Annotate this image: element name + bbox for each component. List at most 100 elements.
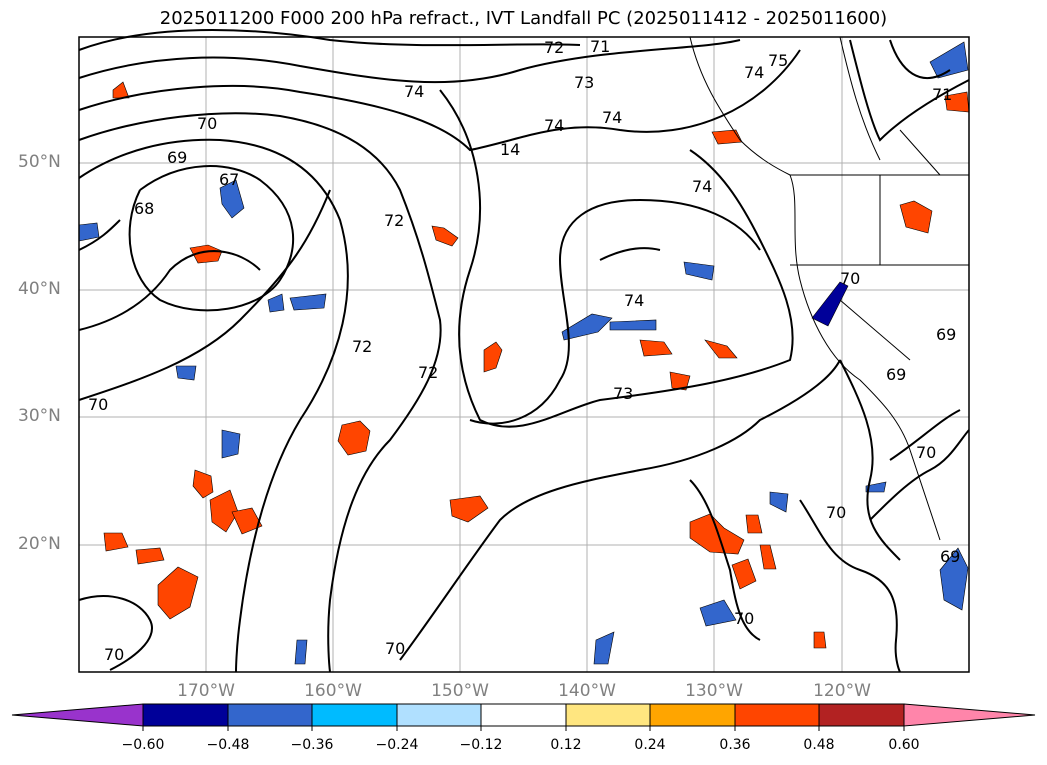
contour-label: 72 xyxy=(352,337,372,356)
positive-patch xyxy=(731,558,757,590)
negative-patch xyxy=(769,491,789,513)
lat-label: 40°N xyxy=(18,279,61,299)
contour-label: 72 xyxy=(384,211,404,230)
contour-label: 74 xyxy=(624,291,644,310)
contour-label: 14 xyxy=(500,140,520,159)
contour-label: 71 xyxy=(590,37,610,56)
contour-label: 70 xyxy=(197,114,217,133)
colorbar-tick-label: 0.12 xyxy=(550,737,582,753)
negative-patch xyxy=(811,281,849,327)
positive-patch xyxy=(103,532,129,552)
negative-patch xyxy=(929,41,969,79)
positive-patch xyxy=(135,547,165,565)
negative-patch xyxy=(294,639,308,665)
positive-patch xyxy=(209,489,239,533)
negative-patch xyxy=(267,293,285,313)
contour-lines xyxy=(78,29,970,673)
positive-patch xyxy=(431,225,459,247)
contour-label: 69 xyxy=(940,547,960,566)
contour-label: 74 xyxy=(692,177,712,196)
contour-label: 67 xyxy=(219,170,239,189)
negative-patch xyxy=(289,293,327,311)
contour-label: 72 xyxy=(418,363,438,382)
lon-label: 120°W xyxy=(813,681,871,701)
colorbar-segment xyxy=(649,703,736,727)
contour-label: 70 xyxy=(385,639,405,658)
positive-patch xyxy=(813,631,827,649)
contour-label: 70 xyxy=(840,269,860,288)
coastlines xyxy=(689,36,969,541)
contour-label: 75 xyxy=(768,51,788,70)
colorbar-segment xyxy=(818,703,905,727)
contour-label: 74 xyxy=(404,82,424,101)
positive-patch xyxy=(189,244,223,264)
contour-label: 73 xyxy=(613,384,633,403)
map-frame xyxy=(78,36,970,673)
lat-label: 30°N xyxy=(18,406,61,426)
colorbar-tick-label: −0.60 xyxy=(121,737,165,753)
colorbar xyxy=(11,703,1036,731)
colorbar-tick-label: 0.36 xyxy=(719,737,751,753)
negative-patch xyxy=(219,179,245,219)
colorbar-tick-label: −0.12 xyxy=(459,737,503,753)
negative-patch xyxy=(865,481,887,493)
negative-patch xyxy=(609,319,657,331)
colorbar-segment xyxy=(396,703,482,727)
positive-patch xyxy=(669,371,691,391)
positive-patch xyxy=(157,566,199,620)
shaded-features xyxy=(78,41,970,665)
positive-patch xyxy=(449,495,489,523)
colorbar-tick-label: −0.24 xyxy=(375,737,419,753)
positive-patch xyxy=(899,200,933,234)
contour-label: 70 xyxy=(104,645,124,664)
contour-label: 72 xyxy=(544,38,564,57)
contour-label: 70 xyxy=(88,395,108,414)
lat-label: 50°N xyxy=(18,152,61,172)
contour-label: 74 xyxy=(744,63,764,82)
negative-patch xyxy=(683,261,715,281)
lon-label: 160°W xyxy=(304,681,362,701)
colorbar-segment xyxy=(311,703,398,727)
negative-patch xyxy=(175,365,197,381)
negative-patch xyxy=(561,313,613,341)
colorbar-segment xyxy=(227,703,313,727)
negative-patch xyxy=(939,547,969,611)
contour-label: 74 xyxy=(544,116,564,135)
map-title: 2025011200 F000 200 hPa refract., IVT La… xyxy=(159,8,888,29)
colorbar-extend-left xyxy=(11,703,144,727)
colorbar-segment xyxy=(734,703,820,727)
colorbar-tick-label: 0.24 xyxy=(634,737,666,753)
negative-patch xyxy=(699,599,737,627)
colorbar-segment xyxy=(142,703,229,727)
contour-label: 69 xyxy=(167,148,187,167)
contour-label: 69 xyxy=(886,365,906,384)
contour-label: 70 xyxy=(916,443,936,462)
contour-label: 73 xyxy=(574,73,594,92)
lat-label: 20°N xyxy=(18,534,61,554)
lon-label: 140°W xyxy=(558,681,616,701)
positive-patch xyxy=(704,339,738,359)
negative-patch xyxy=(221,429,241,459)
positive-patch xyxy=(112,81,130,99)
negative-patch xyxy=(593,631,615,665)
colorbar-tick-label: −0.36 xyxy=(290,737,334,753)
contour-label: 70 xyxy=(826,503,846,522)
positive-patch xyxy=(337,420,371,456)
positive-patch xyxy=(231,507,263,535)
colorbar-tick-label: 0.60 xyxy=(888,737,920,753)
lon-label: 150°W xyxy=(431,681,489,701)
map-background xyxy=(79,37,969,672)
colorbar-segment xyxy=(480,703,567,727)
contour-label: 74 xyxy=(602,108,622,127)
contour-label: 69 xyxy=(936,325,956,344)
contour-label: 68 xyxy=(134,199,154,218)
positive-patch xyxy=(759,544,777,570)
colorbar-tick-label: 0.48 xyxy=(803,737,835,753)
contour-label: 70 xyxy=(734,609,754,628)
lon-label: 130°W xyxy=(685,681,743,701)
colorbar-segment xyxy=(565,703,651,727)
contour-label-group: 72 71 75 74 73 74 71 74 70 74 69 14 67 7… xyxy=(88,37,960,664)
lon-label: 170°W xyxy=(177,681,235,701)
contour-label: 71 xyxy=(932,85,952,104)
